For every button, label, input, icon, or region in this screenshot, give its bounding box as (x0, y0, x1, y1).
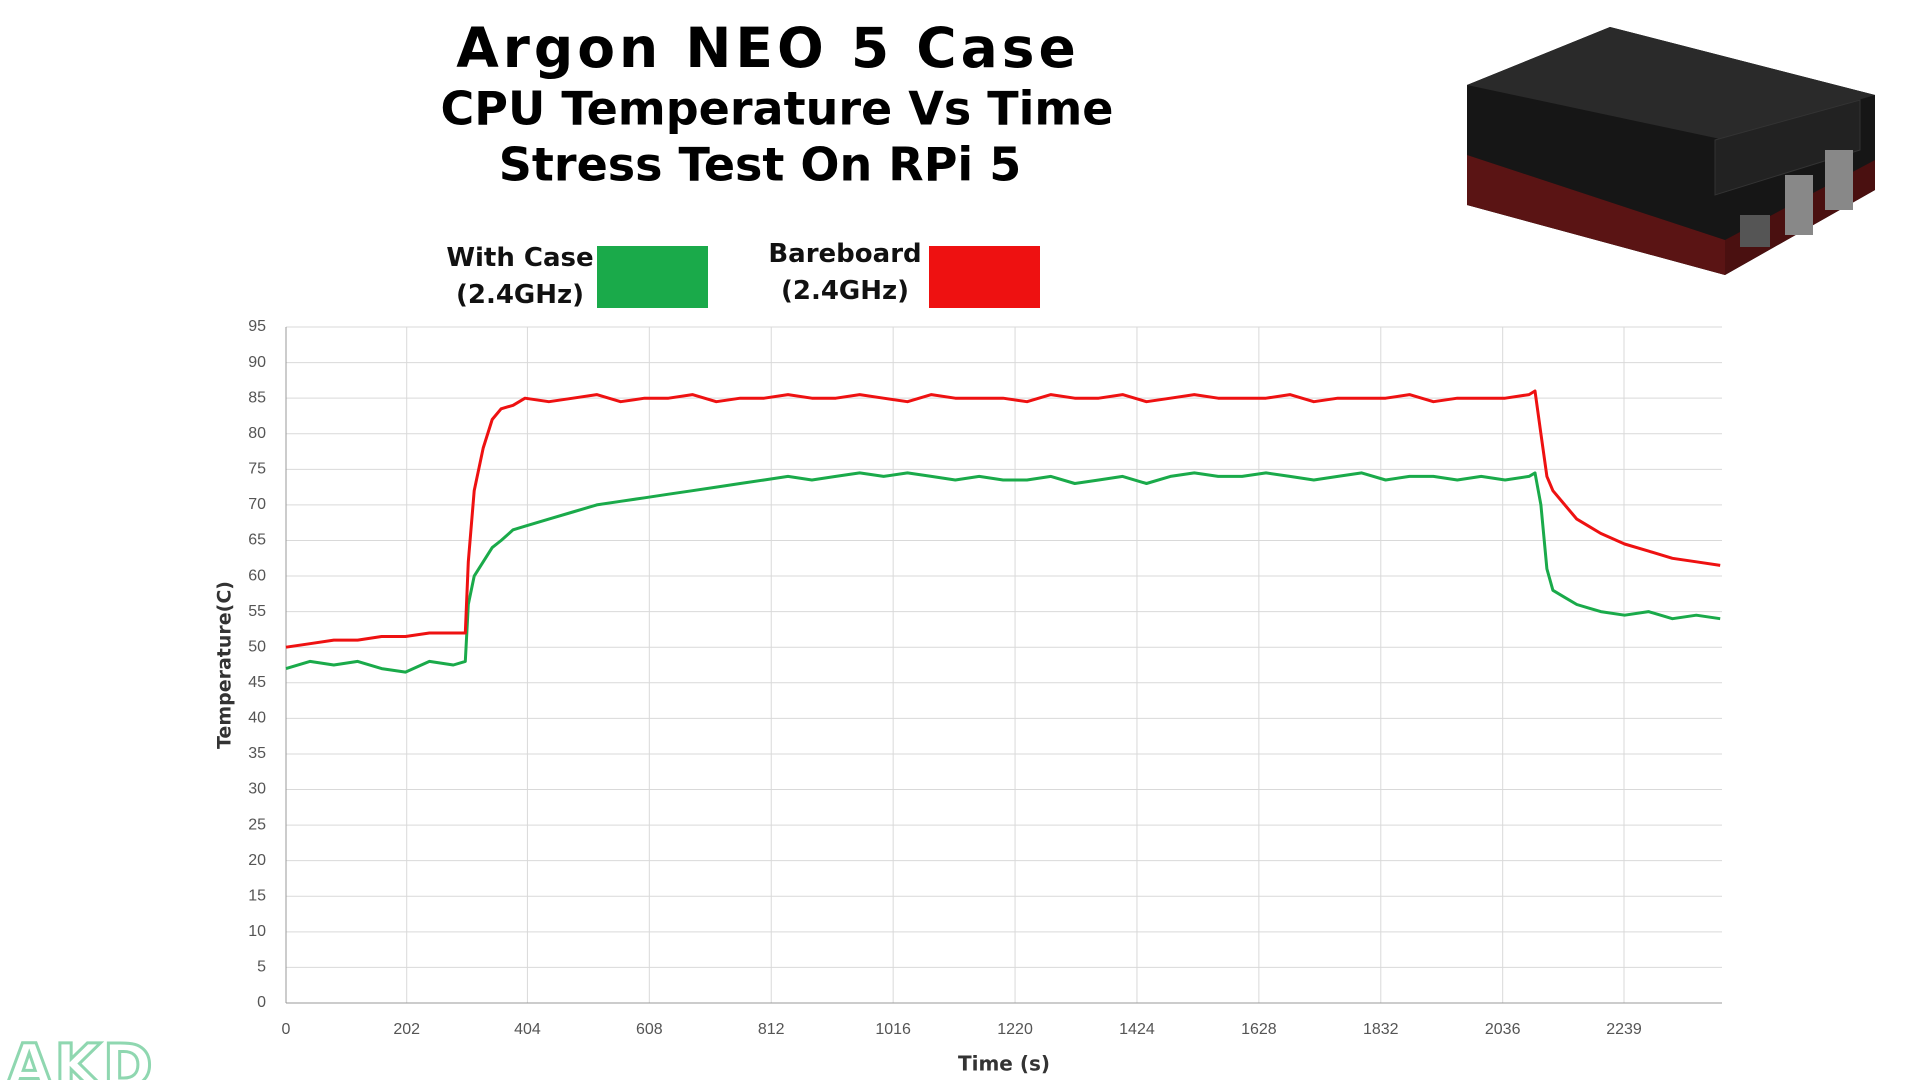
legend-label: Bareboard (2.4GHz) (768, 239, 922, 306)
y-tick-label: 75 (248, 461, 266, 478)
y-tick-label: 80 (248, 425, 266, 442)
legend-swatch (929, 246, 1040, 308)
y-tick-label: 95 (248, 318, 266, 335)
y-tick-label: 85 (248, 389, 266, 406)
y-tick-label: 30 (248, 781, 266, 798)
y-tick-label: 40 (248, 710, 266, 727)
x-tick-label: 2036 (1485, 1021, 1521, 1038)
y-tick-label: 20 (248, 852, 266, 869)
y-tick-label: 35 (248, 745, 266, 762)
x-tick-label: 2239 (1606, 1021, 1642, 1038)
x-tick-label: 608 (636, 1021, 663, 1038)
data-line (285, 389, 1721, 649)
watermark: AKD (6, 1032, 155, 1080)
x-tick-label: 1832 (1363, 1021, 1399, 1038)
y-tick-label: 70 (248, 496, 266, 513)
x-tick-label: 404 (514, 1021, 541, 1038)
x-tick-label: 1220 (997, 1021, 1033, 1038)
x-tick-label: 1628 (1241, 1021, 1277, 1038)
y-tick-label: 45 (248, 674, 266, 691)
y-tick-label: 0 (257, 994, 266, 1011)
data-line (285, 471, 1721, 674)
y-tick-label: 50 (248, 638, 266, 655)
chart-subtitle: CPU Temperature Vs Time (441, 82, 1114, 136)
x-tick-label: 202 (393, 1021, 420, 1038)
x-tick-label: 812 (758, 1021, 785, 1038)
x-tick-label: 0 (282, 1021, 291, 1038)
y-tick-label: 60 (248, 567, 266, 584)
y-axis-label: Temperature(C) (214, 581, 236, 749)
plot-area: 0 5 10 15 20 25 30 35 40 45 50 55 60 65 70 75 80 85 90 95 0 2… (248, 318, 1722, 1038)
x-tick-label: 1424 (1119, 1021, 1155, 1038)
y-tick-label: 5 (257, 959, 266, 976)
y-tick-label: 10 (248, 923, 266, 940)
chart-title: Argon NEO 5 Case (456, 16, 1080, 80)
y-tick-label: 25 (248, 816, 266, 833)
y-tick-label: 90 (248, 354, 266, 371)
y-tick-label: 65 (248, 532, 266, 549)
y-tick-label: 15 (248, 887, 266, 904)
y-tick-label: 55 (248, 603, 266, 620)
legend-label: With Case (2.4GHz) (446, 243, 594, 310)
legend-swatch (597, 246, 708, 308)
x-axis-label: Time (s) (958, 1052, 1050, 1076)
chart-subtitle: Stress Test On RPi 5 (499, 138, 1021, 192)
x-tick-label: 1016 (875, 1021, 911, 1038)
product-image (1467, 27, 1875, 275)
